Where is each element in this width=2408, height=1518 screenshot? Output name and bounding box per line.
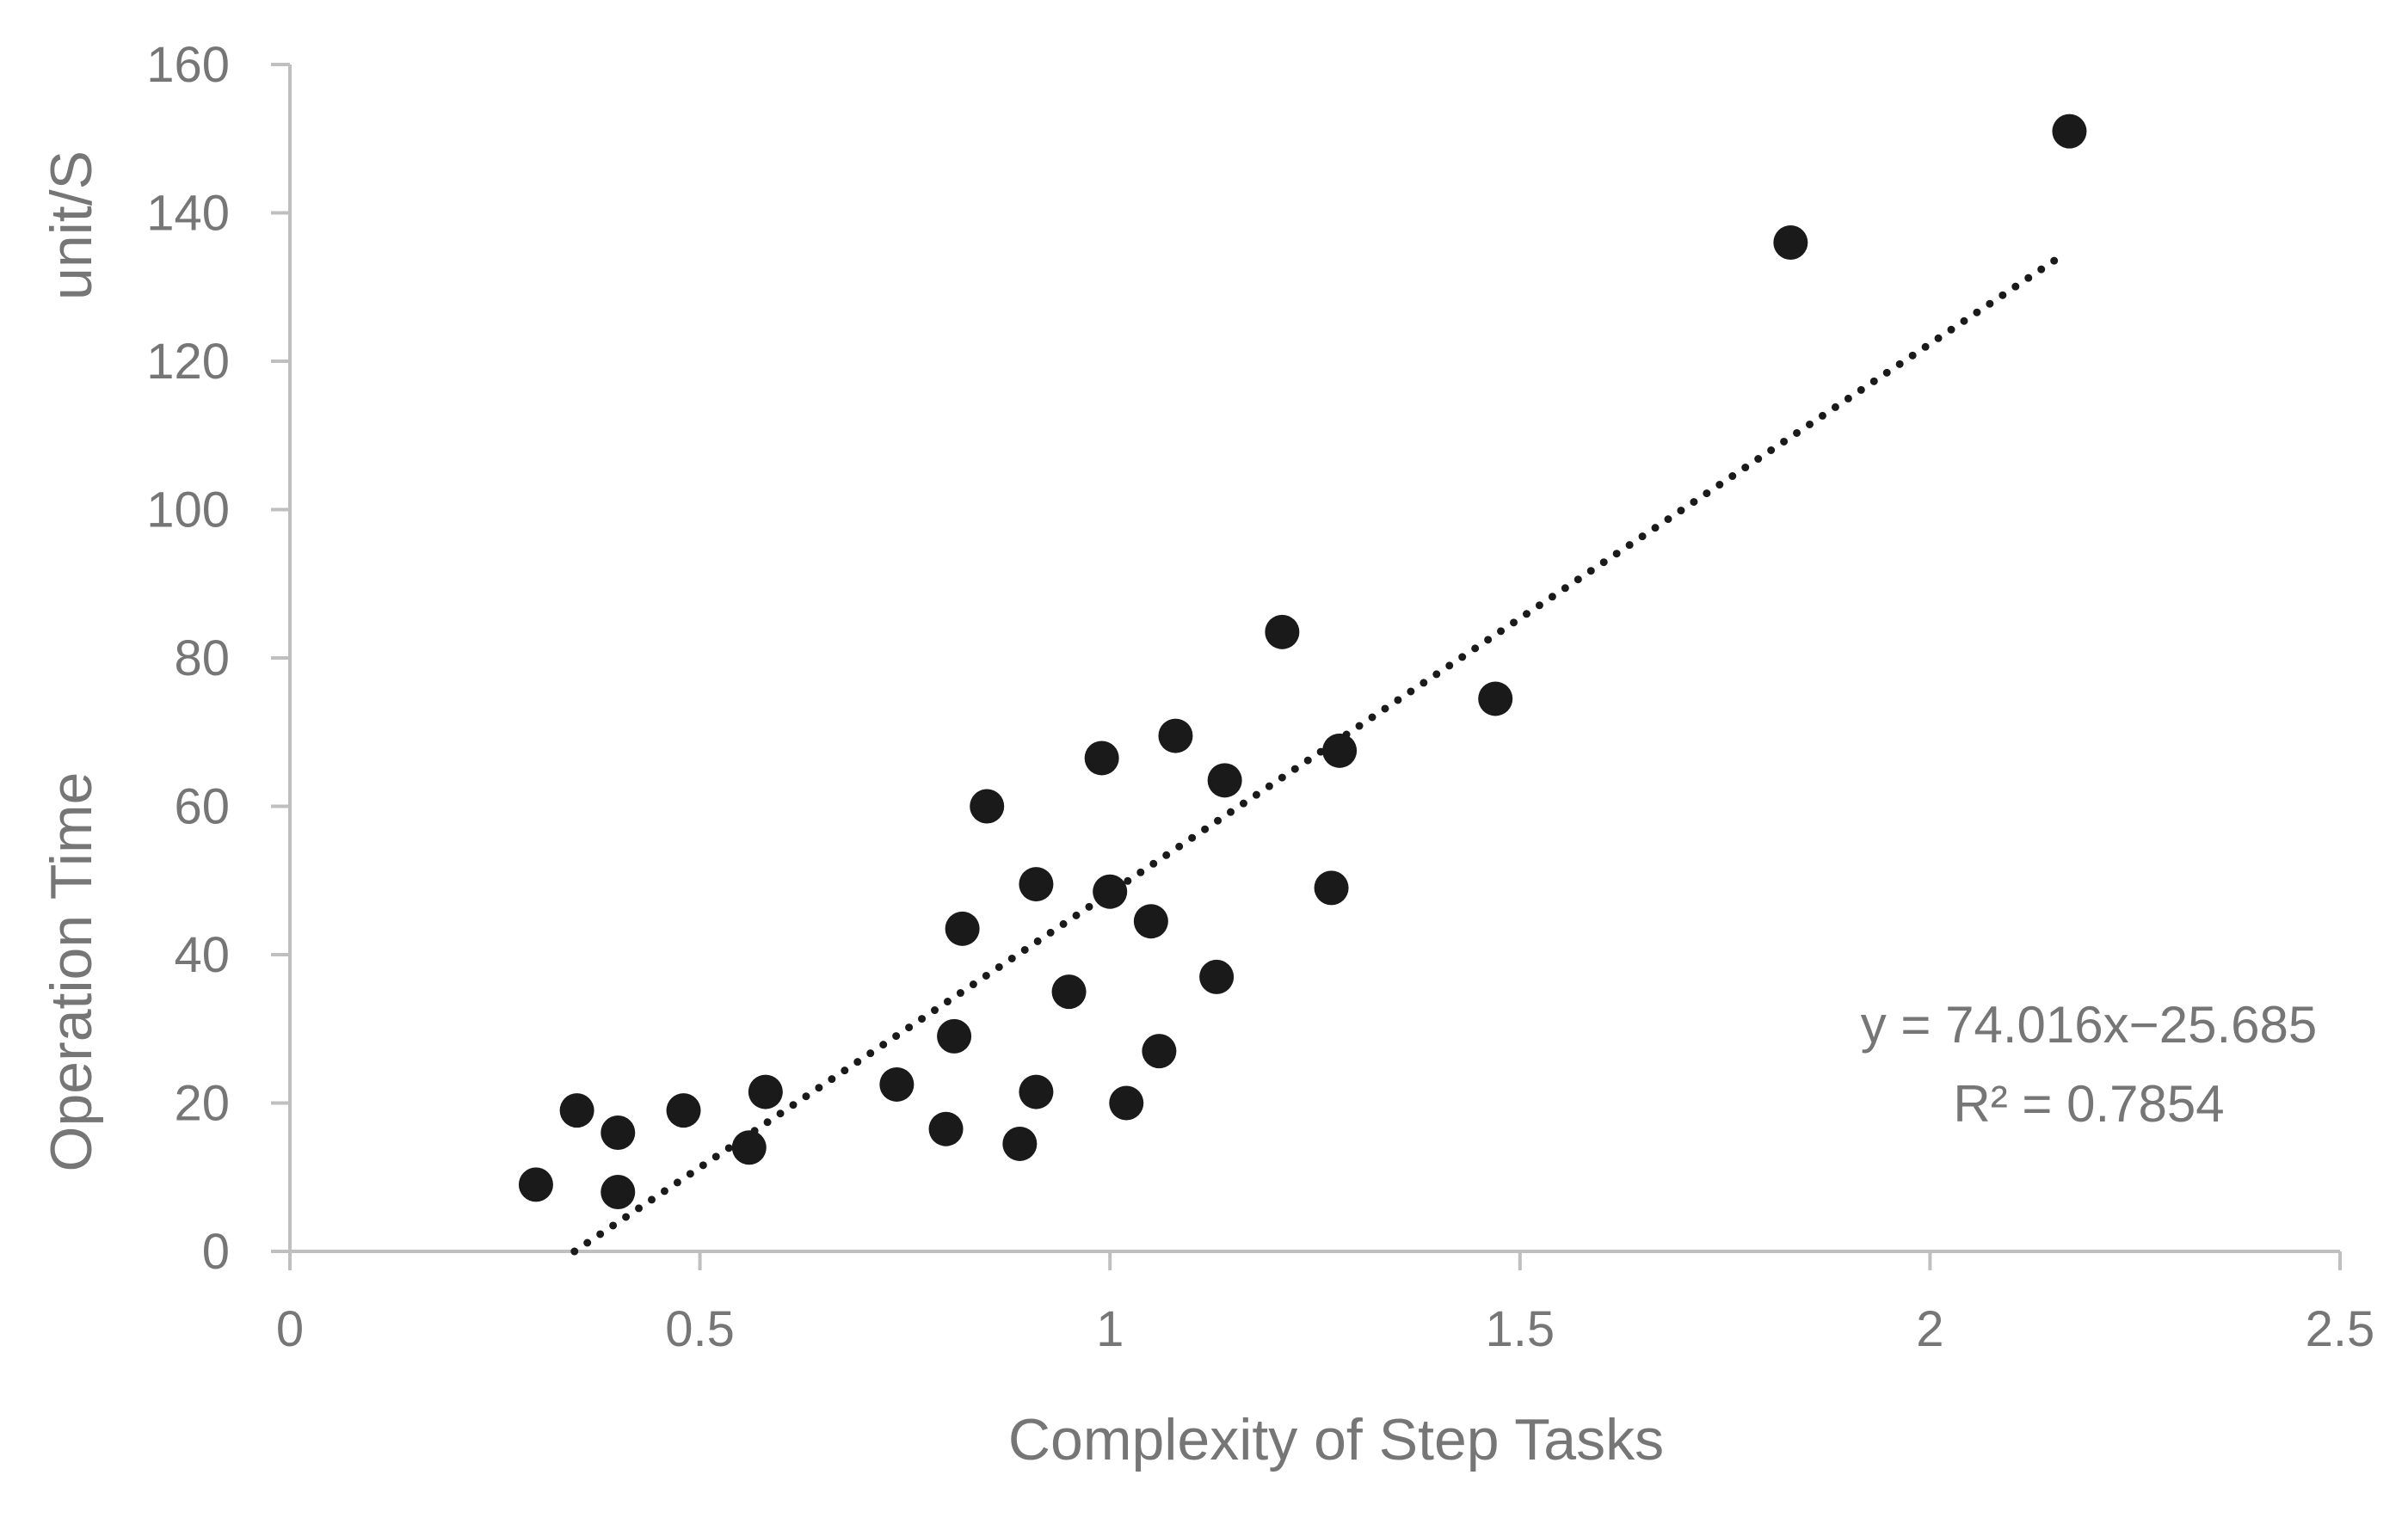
data-point (1109, 1085, 1144, 1121)
data-point (2052, 114, 2087, 149)
data-point (1084, 741, 1119, 776)
data-point (1773, 225, 1808, 260)
y-tick-label: 100 (146, 482, 230, 538)
y-tick-label: 60 (174, 779, 230, 835)
data-point (937, 1018, 972, 1054)
data-point (1265, 614, 1300, 649)
x-tick-label: 2.5 (2306, 1301, 2375, 1357)
y-axis-title: Operation Time (39, 772, 104, 1172)
x-axis-ticks: 0 0.5 1 1.5 2 2.5 (276, 1251, 2374, 1357)
data-point (1478, 681, 1513, 716)
data-point (970, 789, 1005, 824)
y-tick-label: 140 (146, 186, 230, 242)
data-point (1142, 1034, 1177, 1069)
data-point (879, 1066, 915, 1102)
x-tick-label: 2 (1916, 1301, 1943, 1357)
data-point (600, 1115, 636, 1150)
y-tick-label: 120 (146, 334, 230, 390)
x-tick-label: 0.5 (665, 1301, 735, 1357)
data-point (1314, 870, 1349, 906)
y-tick-label: 20 (174, 1076, 230, 1132)
data-point (600, 1175, 636, 1209)
data-point (928, 1111, 964, 1146)
data-point (1051, 974, 1087, 1010)
data-points (518, 114, 2087, 1209)
r-squared-label: R² = 0.7854 (1953, 1075, 2224, 1133)
y-axis-unit: unit/S (39, 151, 104, 300)
data-point (1093, 874, 1128, 909)
trendline (570, 252, 2066, 1256)
x-axis-title: Complexity of Step Tasks (1008, 1407, 1664, 1472)
data-point (1019, 867, 1054, 902)
y-tick-label: 80 (174, 630, 230, 686)
y-axis-ticks: 0 20 40 60 80 100 120 140 160 (146, 37, 290, 1280)
data-point (1322, 733, 1358, 768)
data-point (1158, 718, 1193, 753)
data-point (518, 1167, 553, 1202)
data-point (748, 1074, 783, 1109)
y-tick-label: 0 (202, 1224, 230, 1280)
data-point (945, 911, 980, 946)
y-tick-label: 160 (146, 37, 230, 93)
data-point (731, 1130, 767, 1165)
data-point (1019, 1074, 1054, 1109)
data-point (559, 1093, 594, 1128)
trendline-equation: y = 74.016x−25.685 (1861, 996, 2317, 1054)
x-tick-label: 1 (1096, 1301, 1124, 1357)
data-point (1199, 959, 1235, 994)
data-point (1207, 763, 1242, 798)
y-tick-label: 40 (174, 927, 230, 983)
data-point (666, 1093, 701, 1128)
data-point (1002, 1126, 1038, 1161)
x-tick-label: 0 (276, 1301, 304, 1357)
data-point (1133, 904, 1168, 939)
x-tick-label: 1.5 (1485, 1301, 1555, 1357)
